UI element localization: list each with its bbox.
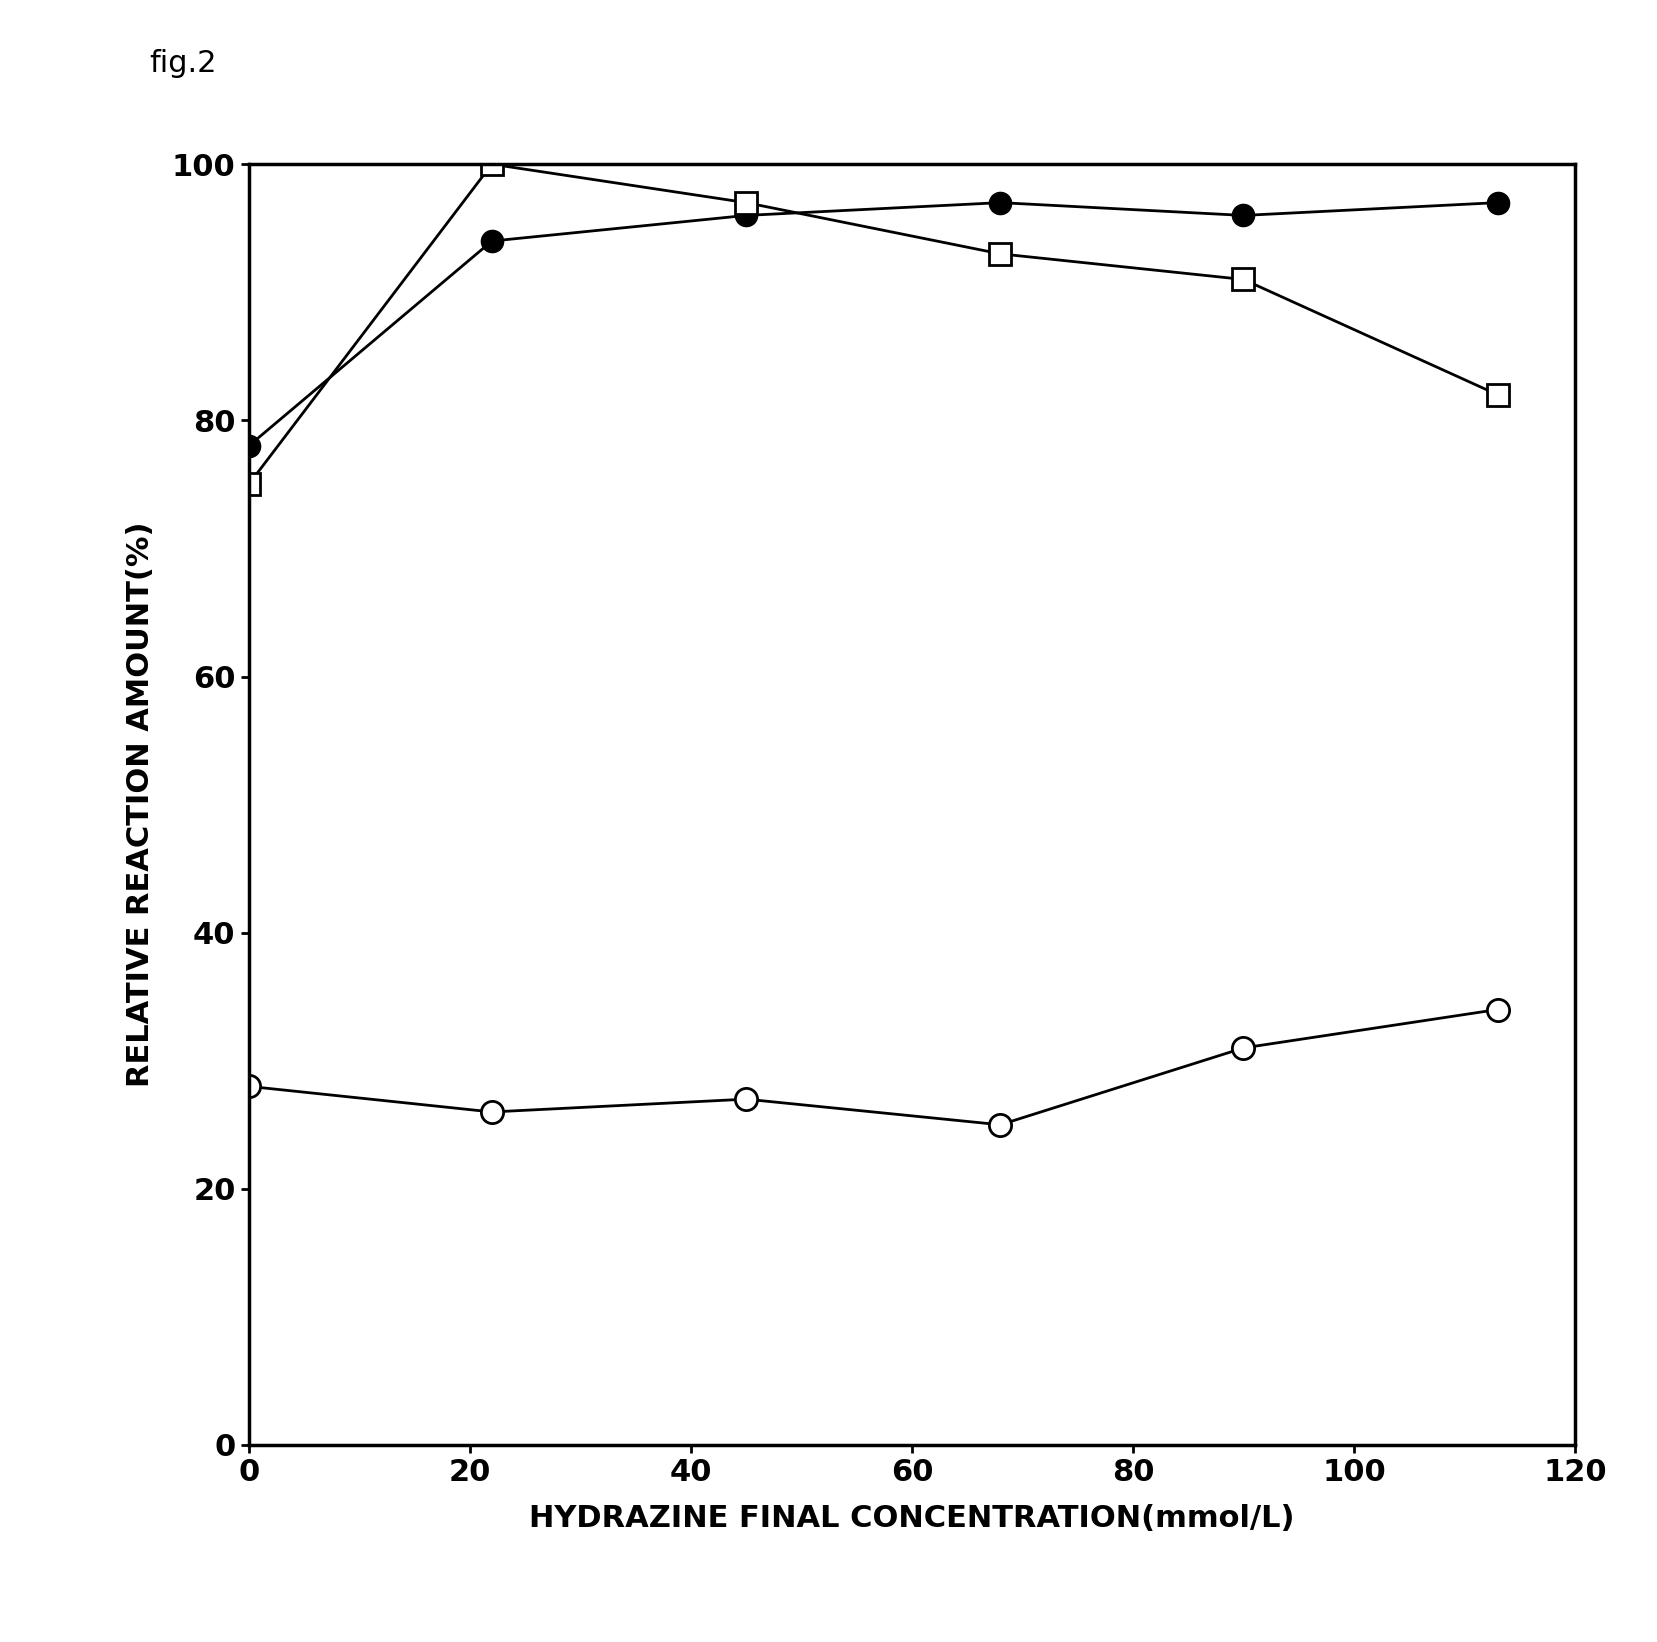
X-axis label: HYDRAZINE FINAL CONCENTRATION(mmol/L): HYDRAZINE FINAL CONCENTRATION(mmol/L): [529, 1504, 1294, 1534]
Text: fig.2: fig.2: [149, 49, 217, 79]
Y-axis label: RELATIVE REACTION AMOUNT(%): RELATIVE REACTION AMOUNT(%): [126, 522, 156, 1087]
